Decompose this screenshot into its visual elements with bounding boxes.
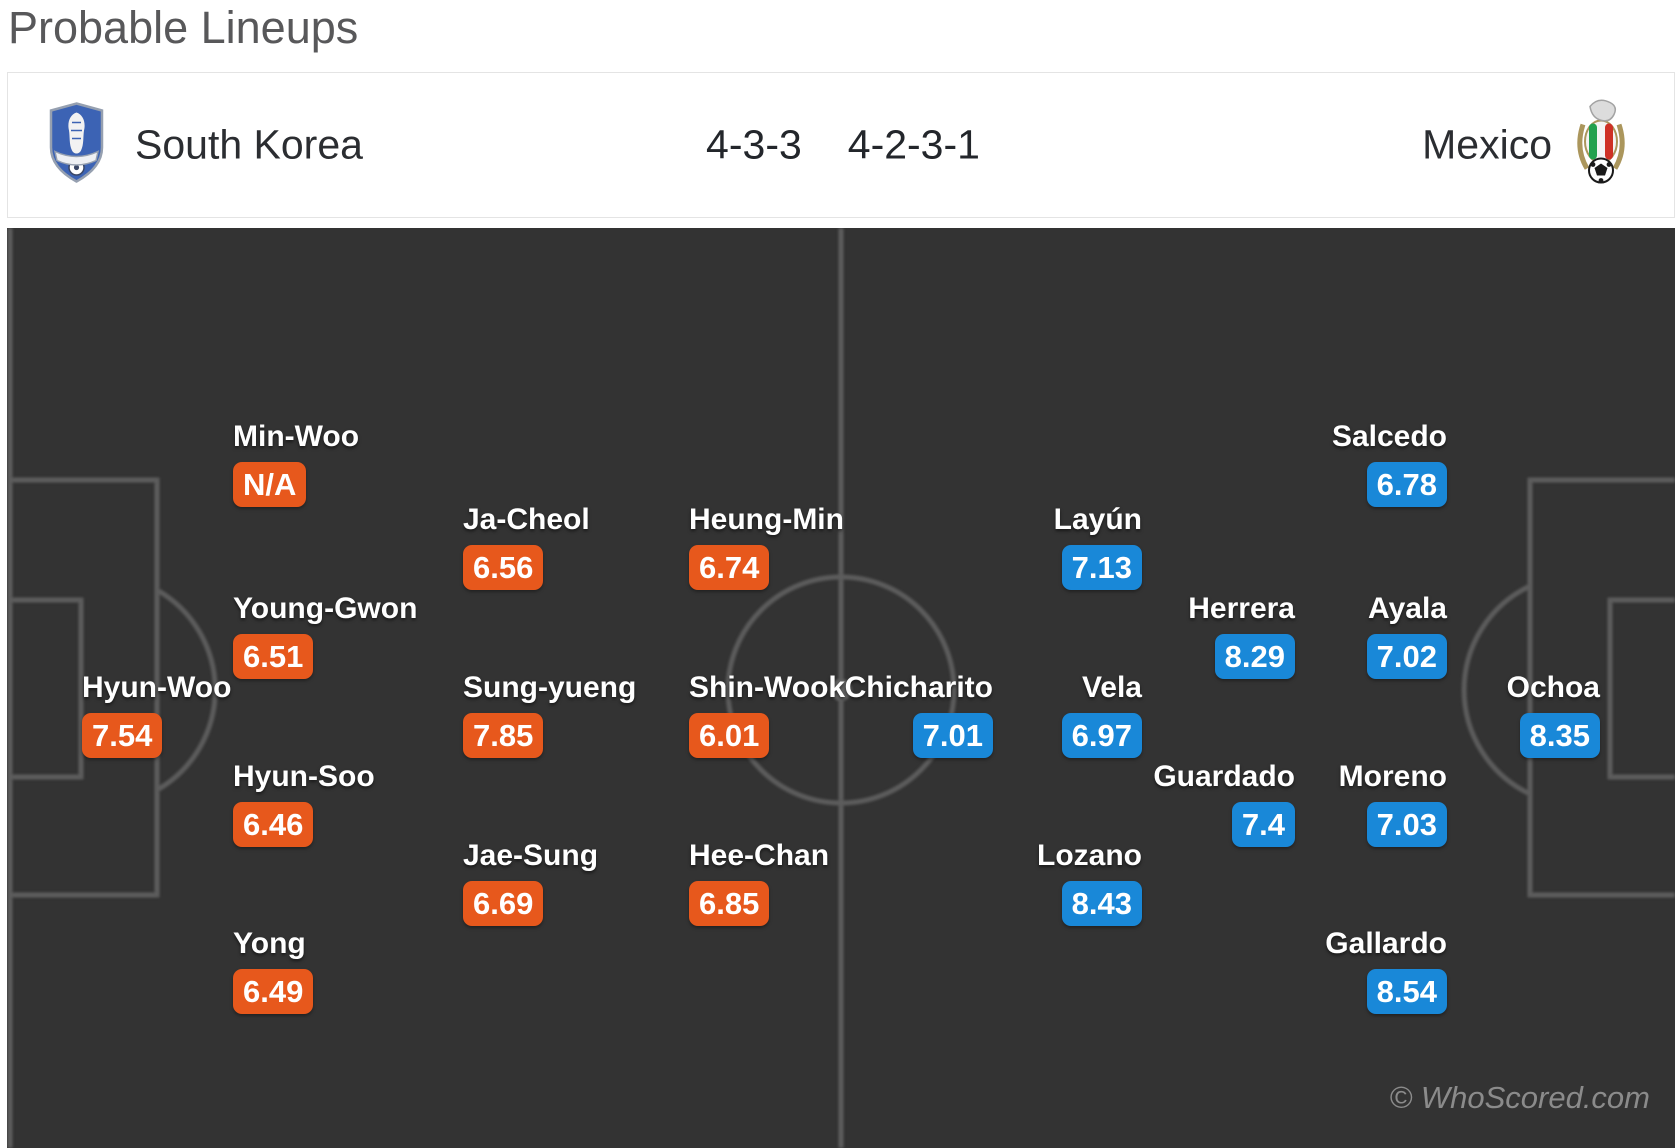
right-penalty-arc xyxy=(1461,583,1532,797)
player-rating-badge: 6.78 xyxy=(1366,462,1447,507)
player-chicharito[interactable]: Chicharito 7.01 xyxy=(845,673,993,758)
player-hee-chan[interactable]: Hee-Chan 6.85 xyxy=(689,841,829,926)
player-name-label: Hee-Chan xyxy=(689,839,830,872)
home-formation: 4-3-3 xyxy=(706,121,802,168)
centre-spot xyxy=(830,679,852,701)
player-name-label: Ja-Cheol xyxy=(463,503,590,536)
player-name-label: Gallardo xyxy=(1325,927,1447,960)
centre-circle xyxy=(725,574,957,806)
player-salcedo[interactable]: Salcedo 6.78 xyxy=(1332,422,1447,507)
player-gallardo[interactable]: Gallardo 8.54 xyxy=(1325,929,1447,1014)
player-rating-badge: 6.97 xyxy=(1061,713,1142,758)
player-guardado[interactable]: Guardado 7.4 xyxy=(1153,762,1295,847)
player-name-label: Chicharito xyxy=(844,671,993,704)
player-hyun-soo[interactable]: Hyun-Soo 6.46 xyxy=(233,762,375,847)
away-formation: 4-2-3-1 xyxy=(847,121,980,168)
player-min-woo[interactable]: Min-Woo N/A xyxy=(233,422,359,507)
player-herrera[interactable]: Herrera 8.29 xyxy=(1188,594,1295,679)
player-rating-badge: 7.01 xyxy=(912,713,993,758)
player-rating-badge: 6.85 xyxy=(689,881,770,926)
player-ochoa[interactable]: Ochoa 8.35 xyxy=(1507,673,1600,758)
player-name-label: Sung-yueng xyxy=(463,671,637,704)
page-title: Probable Lineups xyxy=(8,2,359,53)
player-rating-badge: 8.35 xyxy=(1519,713,1600,758)
player-name-label: Hyun-Woo xyxy=(82,671,232,704)
player-name-label: Min-Woo xyxy=(233,420,360,453)
player-hyun-woo[interactable]: Hyun-Woo 7.54 xyxy=(82,673,231,758)
player-rating-badge: 6.46 xyxy=(233,802,314,847)
player-name-label: Guardado xyxy=(1153,760,1295,793)
player-rating-badge: 8.29 xyxy=(1214,634,1295,679)
player-yong[interactable]: Yong 6.49 xyxy=(233,927,314,1014)
player-sung-yueng[interactable]: Sung-yueng 7.85 xyxy=(463,673,636,758)
mexico-crest-icon xyxy=(1572,97,1630,194)
player-rating-badge: 7.13 xyxy=(1061,545,1142,590)
home-team-name[interactable]: South Korea xyxy=(135,121,363,168)
player-rating-badge: 6.69 xyxy=(463,881,544,926)
player-name-label: Young-Gwon xyxy=(233,592,418,625)
player-name-label: Shin-Wook xyxy=(689,671,846,704)
whoscored-watermark: © WhoScored.com xyxy=(1389,1080,1650,1115)
away-team-name[interactable]: Mexico xyxy=(1422,121,1552,168)
player-name-label: Ochoa xyxy=(1506,671,1600,704)
lineups-header: South Korea 4-3-3 4-2-3-1 Mexico xyxy=(7,72,1675,218)
player-rating-badge: 7.02 xyxy=(1366,634,1447,679)
player-rating-badge: 7.54 xyxy=(82,713,163,758)
player-name-label: Moreno xyxy=(1338,760,1447,793)
player-vela[interactable]: Vela 6.97 xyxy=(1061,671,1142,758)
player-moreno[interactable]: Moreno 7.03 xyxy=(1339,762,1447,847)
player-rating-badge: 7.03 xyxy=(1366,802,1447,847)
player-rating-badge: 6.01 xyxy=(689,713,770,758)
formations: 4-3-3 4-2-3-1 xyxy=(706,122,980,169)
player-rating-badge: N/A xyxy=(233,462,307,507)
player-rating-badge: 7.85 xyxy=(463,713,544,758)
player-jae-sung[interactable]: Jae-Sung 6.69 xyxy=(463,841,598,926)
player-lay-n[interactable]: Layún 7.13 xyxy=(1054,505,1142,590)
player-young-gwon[interactable]: Young-Gwon 6.51 xyxy=(233,594,417,679)
player-rating-badge: 8.54 xyxy=(1366,969,1447,1014)
player-name-label: Jae-Sung xyxy=(463,839,599,872)
player-name-label: Salcedo xyxy=(1331,420,1447,453)
player-name-label: Heung-Min xyxy=(689,503,844,536)
player-name-label: Herrera xyxy=(1188,592,1295,625)
player-name-label: Layún xyxy=(1053,503,1142,536)
left-six-yard-box xyxy=(10,597,84,780)
south-korea-crest-icon xyxy=(48,102,105,189)
player-rating-badge: 8.43 xyxy=(1061,881,1142,926)
left-penalty-box xyxy=(10,477,160,898)
player-name-label: Hyun-Soo xyxy=(233,760,375,793)
player-name-label: Ayala xyxy=(1368,592,1447,625)
right-penalty-box xyxy=(1527,477,1675,898)
player-ja-cheol[interactable]: Ja-Cheol 6.56 xyxy=(463,505,590,590)
player-lozano[interactable]: Lozano 8.43 xyxy=(1037,841,1142,926)
player-shin-wook[interactable]: Shin-Wook 6.01 xyxy=(689,673,845,758)
right-six-yard-box xyxy=(1607,597,1675,780)
player-rating-badge: 6.51 xyxy=(233,634,314,679)
player-rating-badge: 6.74 xyxy=(689,545,770,590)
player-name-label: Lozano xyxy=(1037,839,1142,872)
left-penalty-arc xyxy=(155,587,218,793)
player-name-label: Vela xyxy=(1081,671,1142,704)
player-name-label: Yong xyxy=(233,927,306,960)
player-heung-min[interactable]: Heung-Min 6.74 xyxy=(689,505,844,590)
player-rating-badge: 7.4 xyxy=(1231,802,1295,847)
player-ayala[interactable]: Ayala 7.02 xyxy=(1366,592,1447,679)
player-rating-badge: 6.49 xyxy=(233,969,314,1014)
player-rating-badge: 6.56 xyxy=(463,545,544,590)
